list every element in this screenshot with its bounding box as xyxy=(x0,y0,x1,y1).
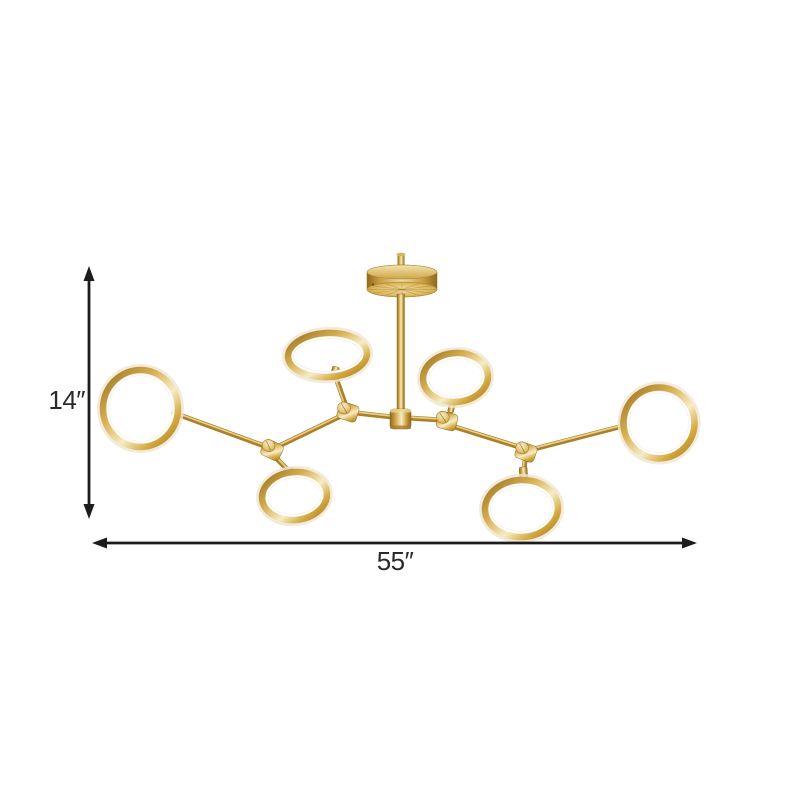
center-hub xyxy=(389,408,412,430)
canopy-top-face xyxy=(366,264,438,280)
canopy-stem xyxy=(397,254,405,269)
led-ring-right xyxy=(617,381,701,465)
led-ring-left xyxy=(97,364,184,453)
branch-arm-upper-left-joint-to-upper-left-ring xyxy=(333,375,349,409)
arrow-down-icon xyxy=(83,504,95,519)
led-ring-upper-right xyxy=(417,346,494,409)
led-ring-upper-left xyxy=(282,326,373,384)
branch-arm-hub-to-upper-right-joint xyxy=(406,415,443,423)
arrow-right-icon xyxy=(682,537,697,549)
ceiling-canopy xyxy=(366,252,438,298)
branch-arm-hub-to-upper-left-joint xyxy=(353,410,395,420)
swivel-joint-upper-right xyxy=(433,409,460,433)
height-dimension: 14″ xyxy=(48,266,95,519)
branch-arm-upper-right-to-right-joint xyxy=(452,424,522,450)
led-ring-lower-left xyxy=(256,465,333,527)
width-dimension: 55″ xyxy=(92,537,697,576)
swivel-joint-left xyxy=(257,437,286,463)
width-dimension-label: 55″ xyxy=(377,546,414,576)
chandelier xyxy=(97,252,701,544)
height-dimension-label: 14″ xyxy=(48,385,85,415)
canopy-screw xyxy=(371,283,375,286)
branch-arm-left-joint-to-left-ring xyxy=(171,410,270,450)
branch-arm-upper-left-to-left-joint xyxy=(274,413,344,450)
branch-arm-right-joint-to-right-ring xyxy=(531,422,630,452)
led-ring-lower-right xyxy=(479,473,564,544)
arrow-up-icon xyxy=(83,266,95,281)
canopy-sunburst xyxy=(368,282,436,297)
center-downrod xyxy=(396,293,405,413)
arrow-left-icon xyxy=(92,537,107,549)
